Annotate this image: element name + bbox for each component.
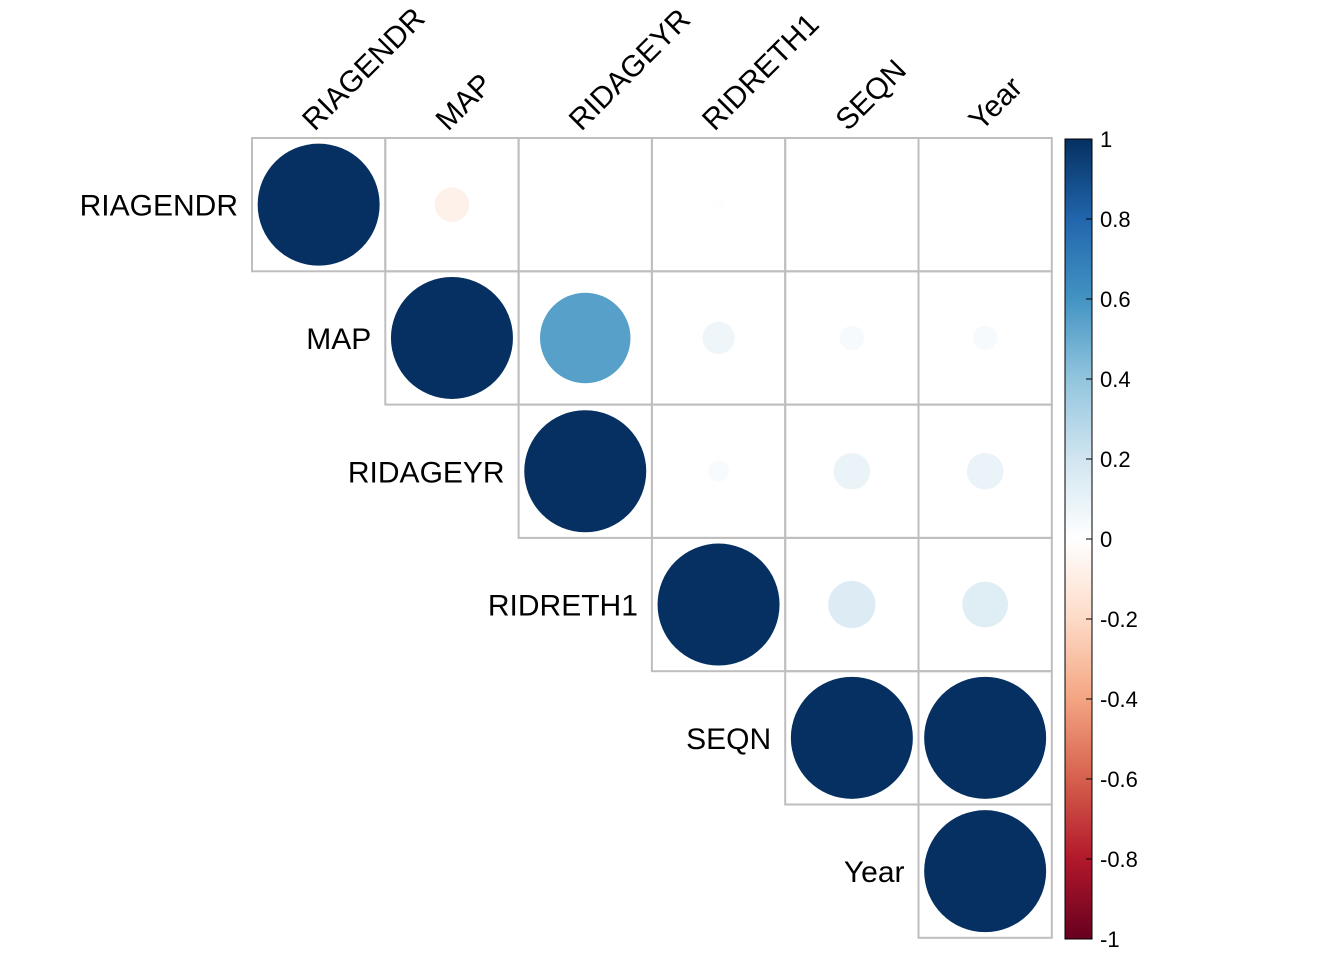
correlation-circle-ridreth1-ridreth1 <box>657 543 780 666</box>
column-label-seqn: SEQN <box>829 53 912 136</box>
row-label-riagendr: RIAGENDR <box>80 190 238 223</box>
correlation-circle-map-ridreth1 <box>702 321 735 355</box>
legend-tick-label: -0.2 <box>1100 607 1138 632</box>
grid-cell-riagendr-seqn <box>784 137 920 273</box>
correlation-circle-ridageyr-ridageyr <box>524 410 647 533</box>
column-label-year: Year <box>963 71 1029 137</box>
legend-tick-label: -0.8 <box>1100 847 1138 872</box>
correlation-circle-year-year <box>924 810 1047 933</box>
row-label-ridreth1: RIDRETH1 <box>488 590 638 623</box>
legend-tick-label: 0.4 <box>1100 367 1131 392</box>
legend-tick-label: -0.4 <box>1100 687 1138 712</box>
row-label-ridageyr: RIDAGEYR <box>348 456 505 489</box>
correlation-circle-ridageyr-seqn <box>833 452 871 490</box>
correlation-circle-riagendr-map <box>434 187 470 222</box>
correlation-circle-map-map <box>390 276 513 399</box>
column-label-ridageyr: RIDAGEYR <box>563 3 697 137</box>
correlation-circle-map-year <box>972 325 998 351</box>
correlation-circle-ridreth1-year <box>962 581 1008 628</box>
legend-tick-label: -0.6 <box>1100 767 1138 792</box>
legend-tick-label: 0 <box>1100 527 1112 552</box>
correlation-circles <box>257 143 1047 933</box>
legend-tick-label: -1 <box>1100 927 1120 952</box>
row-label-seqn: SEQN <box>686 723 771 756</box>
legend-tick-label: 0.8 <box>1100 207 1131 232</box>
legend-tick-label: 0.6 <box>1100 287 1131 312</box>
column-label-riagendr: RIAGENDR <box>296 2 431 137</box>
row-labels: RIAGENDR MAP RIDAGEYR RIDRETH1 SEQN Year <box>80 190 905 890</box>
correlation-circle-ridageyr-year <box>966 452 1004 490</box>
color-legend: 1 0.8 0.6 0.4 0.2 0 -0.2 -0.4 -0.6 -0.8 -1 <box>1064 127 1138 952</box>
legend-ticks: 1 0.8 0.6 0.4 0.2 0 -0.2 -0.4 -0.6 -0.8 -1 <box>1086 127 1138 952</box>
column-label-map: MAP <box>430 68 499 137</box>
column-label-ridreth1: RIDRETH1 <box>696 8 825 137</box>
row-label-year: Year <box>844 856 905 889</box>
correlation-circle-map-ridageyr <box>540 292 631 384</box>
correlation-circle-seqn-year <box>924 676 1047 799</box>
grid-cell-year-year <box>917 803 1053 939</box>
correlation-circle-seqn-seqn <box>790 676 913 799</box>
cell-grid <box>251 137 1053 939</box>
correlation-circle-ridageyr-ridreth1 <box>707 460 730 482</box>
grid-cell-riagendr-year <box>917 137 1053 273</box>
correlation-circle-map-seqn <box>839 325 865 351</box>
row-label-map: MAP <box>306 323 371 356</box>
legend-tick-label: 1 <box>1100 127 1112 152</box>
correlation-circle-riagendr-riagendr <box>257 143 380 266</box>
correlation-circle-ridreth1-seqn <box>828 580 876 629</box>
legend-tick-label: 0.2 <box>1100 447 1131 472</box>
correlation-circle-riagendr-ridreth1 <box>712 198 725 211</box>
grid-cell-riagendr-ridageyr <box>517 137 653 273</box>
